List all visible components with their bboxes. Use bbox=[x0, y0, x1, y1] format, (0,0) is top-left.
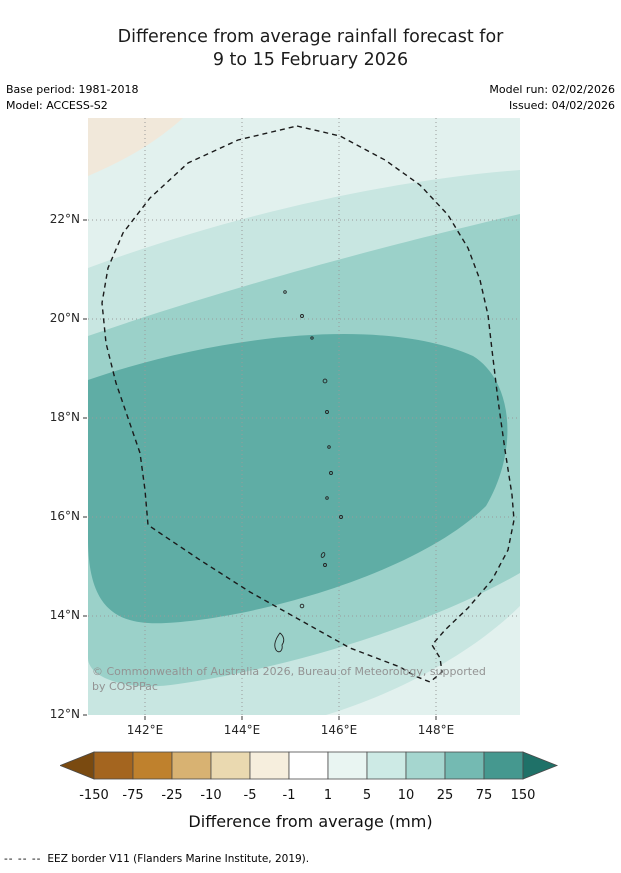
copyright-notice: © Commonwealth of Australia 2026, Bureau… bbox=[92, 664, 486, 694]
copyright-line1: © Commonwealth of Australia 2026, Bureau… bbox=[92, 665, 486, 678]
model-run-label: Model run: 02/02/2026 bbox=[489, 83, 615, 96]
issued-label: Issued: 04/02/2026 bbox=[508, 99, 615, 112]
colorbar-segment bbox=[249, 751, 290, 780]
colorbar-segment bbox=[93, 751, 134, 780]
ytick-20n: 20°N bbox=[49, 311, 80, 325]
colorbar-arrow-left bbox=[60, 751, 95, 780]
base-period-label: Base period: 1981-2018 bbox=[6, 83, 139, 96]
xtick-146e: 146°E bbox=[320, 723, 358, 737]
eez-footnote-text: EEZ border V11 (Flanders Marine Institut… bbox=[47, 853, 310, 865]
xtick-144e: 144°E bbox=[223, 723, 261, 737]
colorbar-tick-label: 1 bbox=[324, 788, 332, 803]
band-beige-corner bbox=[88, 118, 183, 176]
colorbar-segment bbox=[288, 751, 329, 780]
island-marker-rota bbox=[299, 603, 305, 609]
colorbar-segment bbox=[171, 751, 212, 780]
island-marker-tinian bbox=[323, 563, 327, 567]
island-marker bbox=[283, 290, 287, 294]
colorbar-segment bbox=[132, 751, 173, 780]
eez-footnote-dashes: -- -- -- bbox=[4, 853, 42, 865]
island-marker-saipan bbox=[320, 552, 326, 558]
colorbar-tick-label: 10 bbox=[398, 788, 415, 803]
colorbar-tick-label: -150 bbox=[79, 788, 109, 803]
colorbar-tick-label: -75 bbox=[122, 788, 143, 803]
colorbar-segment bbox=[483, 751, 524, 780]
colorbar-tick-label: -25 bbox=[161, 788, 182, 803]
colorbar-tick-label: 75 bbox=[476, 788, 493, 803]
island-marker bbox=[300, 314, 304, 318]
axis-ticks bbox=[83, 219, 437, 720]
ytick-12n: 12°N bbox=[49, 707, 80, 721]
colorbar-tick-label: -1 bbox=[283, 788, 296, 803]
eez-footnote: -- -- -- EEZ border V11 (Flanders Marine … bbox=[4, 853, 309, 865]
island-marker bbox=[322, 378, 328, 384]
island-marker bbox=[339, 515, 343, 519]
contour-bands bbox=[88, 118, 520, 715]
colorbar-segment bbox=[210, 751, 251, 780]
colorbar-tick-label: 25 bbox=[437, 788, 454, 803]
xtick-148e: 148°E bbox=[417, 723, 455, 737]
ytick-16n: 16°N bbox=[49, 509, 80, 523]
island-marker bbox=[325, 410, 329, 414]
island-marker bbox=[325, 496, 329, 500]
colorbar-arrow-right bbox=[522, 751, 559, 780]
colorbar-tick-label: -5 bbox=[244, 788, 257, 803]
band-dark-center bbox=[88, 334, 508, 624]
ytick-18n: 18°N bbox=[49, 410, 80, 424]
island-markers bbox=[274, 290, 343, 653]
model-label: Model: ACCESS-S2 bbox=[6, 99, 108, 112]
colorbar-segment bbox=[366, 751, 407, 780]
rainfall-map bbox=[83, 118, 520, 720]
island-marker bbox=[327, 445, 331, 449]
chart-title-line1: Difference from average rainfall forecas… bbox=[117, 27, 504, 47]
island-outline-guam bbox=[274, 632, 285, 653]
chart-title-line2: 9 to 15 February 2026 bbox=[212, 50, 409, 70]
copyright-line2: by COSPPac bbox=[92, 680, 158, 693]
colorbar: -150 -75 -25 -10 -5 -1 1 5 10 25 75 150 bbox=[60, 751, 559, 803]
colorbar-tick-label: 150 bbox=[511, 788, 536, 803]
xtick-142e: 142°E bbox=[126, 723, 164, 737]
band-light-bottom-right bbox=[326, 606, 520, 715]
colorbar-tick-label: -10 bbox=[200, 788, 221, 803]
colorbar-tick-label: 5 bbox=[363, 788, 371, 803]
eez-border bbox=[101, 125, 515, 683]
band-light-top bbox=[88, 118, 520, 268]
colorbar-segment bbox=[405, 751, 446, 780]
graticule bbox=[88, 118, 520, 715]
island-marker bbox=[310, 336, 314, 340]
chart-title: Difference from average rainfall forecas… bbox=[0, 26, 621, 72]
colorbar-label: Difference from average (mm) bbox=[188, 812, 433, 831]
ytick-22n: 22°N bbox=[49, 212, 80, 226]
ytick-14n: 14°N bbox=[49, 608, 80, 622]
colorbar-segment bbox=[327, 751, 368, 780]
island-marker bbox=[329, 471, 333, 475]
colorbar-segment bbox=[444, 751, 485, 780]
